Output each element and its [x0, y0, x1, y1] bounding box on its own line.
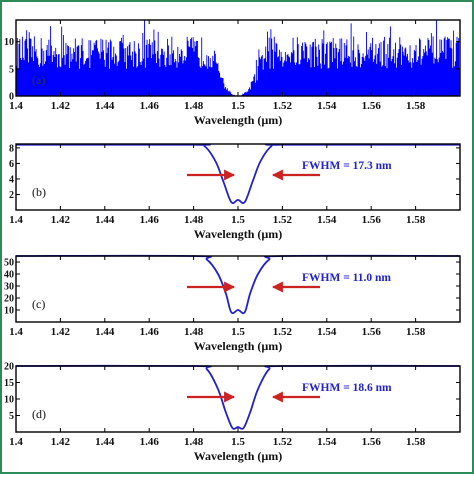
x-tick-label: 1.56: [362, 436, 382, 448]
x-tick-label: 1.4: [9, 214, 23, 226]
y-tick-label: 40: [4, 270, 14, 281]
x-tick-label: 1.54: [317, 326, 337, 338]
figure-canvas: 1.4 1.42 1.44 1.46 1.48 1.5 1.52 1.54 1.56 1.5805…: [4, 19, 461, 463]
x-tick-label: 1.58: [406, 214, 426, 226]
x-tick-label: 1.52: [273, 436, 293, 448]
axes-box: [15, 255, 461, 323]
panel-label: (d): [32, 407, 46, 421]
x-tick-label: 1.5: [231, 436, 245, 448]
fwhm-annotation: FWHM = 11.0 nm: [302, 272, 391, 284]
y-tick-label: 50: [4, 258, 14, 269]
x-tick-label: 1.46: [140, 436, 160, 448]
y-tick-label: 10: [4, 37, 14, 48]
panel-label: (a): [32, 73, 45, 87]
transmission-curve: [15, 254, 461, 315]
x-tick-label: 1.56: [362, 326, 382, 338]
x-tick-label: 1.58: [406, 326, 426, 338]
x-tick-label: 1.5: [231, 100, 245, 112]
x-tick-label: 1.46: [140, 214, 160, 226]
y-tick-label: 8: [9, 143, 14, 154]
x-tick-label: 1.52: [273, 100, 293, 112]
x-tick-label: 1.56: [362, 214, 382, 226]
y-tick-label: 6: [9, 159, 14, 170]
noise-spectrum-bars: [15, 20, 461, 96]
x-tick-label: 1.54: [317, 100, 337, 112]
x-tick-label: 1.48: [184, 100, 204, 112]
x-tick-label: 1.42: [51, 436, 71, 448]
y-tick-label: 20: [4, 362, 14, 373]
x-tick-label: 1.56: [362, 100, 382, 112]
x-tick-label: 1.58: [406, 100, 426, 112]
x-tick-label: 1.44: [95, 100, 115, 112]
y-tick-label: 30: [4, 282, 14, 293]
x-tick-label: 1.44: [95, 214, 115, 226]
x-tick-label: 1.52: [273, 214, 293, 226]
x-tick-label: 1.48: [184, 326, 204, 338]
x-tick-label: 1.54: [317, 436, 337, 448]
y-tick-label: 4: [9, 174, 14, 185]
x-tick-label: 1.4: [9, 326, 23, 338]
y-tick-label: 15: [4, 378, 14, 389]
panel-d: FWHM = 18.6 nm 1.4 1.42 1.44 1.46 1.48 1.5 1.52…: [4, 362, 461, 463]
y-tick-label: 10: [4, 395, 14, 406]
x-tick-label: 1.54: [317, 214, 337, 226]
panel-c: FWHM = 11.0 nm 1.4 1.42 1.44 1.46 1.48 1.5 1.52…: [4, 254, 461, 353]
transmission-curve: [15, 364, 461, 430]
x-tick-label: 1.42: [51, 326, 71, 338]
x-tick-label: 1.5: [231, 214, 245, 226]
x-tick-label: 1.5: [231, 326, 245, 338]
x-tick-label: 1.48: [184, 436, 204, 448]
y-tick-label: 20: [4, 294, 14, 305]
x-tick-label: 1.4: [9, 436, 23, 448]
x-tick-label: 1.48: [184, 214, 204, 226]
x-tick-label: 1.42: [51, 214, 71, 226]
x-axis-label: Wavelength (µm): [194, 227, 283, 241]
panel-label: (c): [32, 297, 45, 311]
x-tick-label: 1.58: [406, 436, 426, 448]
x-tick-label: 1.4: [9, 100, 23, 112]
y-tick-label: 0: [9, 92, 14, 103]
x-tick-label: 1.46: [140, 100, 160, 112]
x-tick-label: 1.44: [95, 436, 115, 448]
x-tick-label: 1.44: [95, 326, 115, 338]
x-tick-label: 1.52: [273, 326, 293, 338]
panel-a: 1.4 1.42 1.44 1.46 1.48 1.5 1.52 1.54 1.56 1.58 0 5…: [4, 19, 461, 127]
y-tick-label: 2: [9, 190, 14, 201]
fwhm-annotation: FWHM = 17.3 nm: [302, 160, 392, 172]
x-axis-label: Wavelength (µm): [194, 449, 283, 463]
panel-b: FWHM = 17.3 nm 1.4 1.42 1.44 1.46 1.48 1.5 1.52…: [9, 143, 461, 241]
x-tick-label: 1.42: [51, 100, 71, 112]
transmission-curve: [15, 143, 461, 205]
fwhm-annotation: FWHM = 18.6 nm: [302, 382, 392, 394]
y-tick-label: 10: [4, 306, 14, 317]
x-axis-label: Wavelength (µm): [194, 339, 283, 353]
x-tick-label: 1.46: [140, 326, 160, 338]
y-tick-label: 5: [9, 64, 14, 75]
panel-label: (b): [32, 185, 46, 199]
y-tick-label: 5: [9, 411, 14, 422]
axes-box: [15, 365, 461, 433]
x-axis-label: Wavelength (µm): [194, 113, 283, 127]
